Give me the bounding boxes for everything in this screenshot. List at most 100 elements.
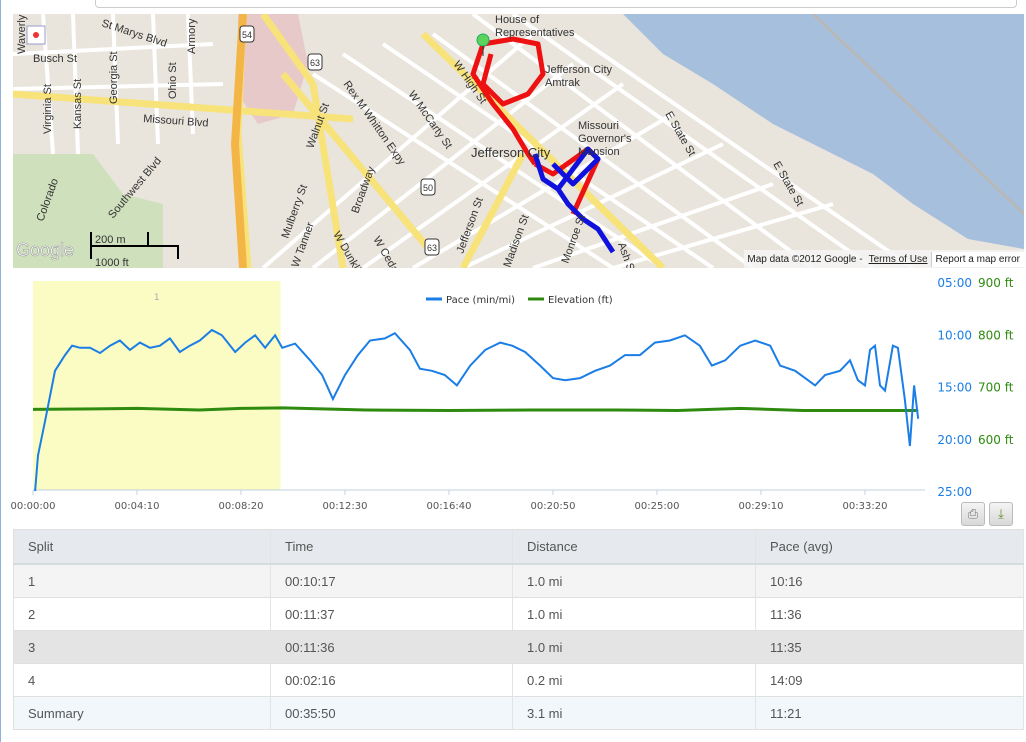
campus-area [238, 14, 308, 124]
series-elevation-line [32, 406, 919, 413]
cell-total-distance: 3.1 mi [512, 696, 756, 730]
elevation-axis-label: 900 ft [978, 276, 1014, 290]
pace-axis-label: 20:00 [937, 433, 972, 447]
label-ash: Ash St [615, 241, 637, 268]
cell-pace: 11:36 [755, 597, 1024, 631]
print-icon: ⎙ [967, 506, 979, 521]
route-shield-63: 63 [307, 53, 323, 71]
label-house: House of Representatives [495, 14, 575, 39]
map-controls-icon[interactable] [26, 25, 46, 45]
label-st-marys: St Marys Blvd [100, 17, 168, 49]
label-madison: Madison St [502, 213, 532, 268]
label-georgia: Georgia St [108, 51, 120, 104]
x-tick-label: 00:20:50 [531, 501, 576, 512]
x-tick-label: 00:00:00 [11, 501, 56, 512]
label-waverly: Waverly [16, 14, 28, 54]
label-kansas: Kansas St [72, 79, 84, 129]
col-pace[interactable]: Pace (avg) [755, 529, 1024, 565]
river [623, 14, 1024, 249]
table-row[interactable]: 4 00:02:16 0.2 mi 14:09 [13, 663, 1024, 697]
label-missouri-blvd: Missouri Blvd [143, 113, 209, 130]
pace-axis-label: 15:00 [937, 381, 972, 395]
cell-split: 1 [13, 563, 271, 598]
map-canvas[interactable]: St Marys Blvd Busch St Waverly Virginia … [13, 14, 1024, 268]
route-track [470, 36, 616, 254]
split-highlight-band [33, 281, 281, 490]
cell-pace: 14:09 [755, 663, 1024, 697]
svg-text:200 m: 200 m [95, 234, 126, 246]
cell-distance: 1.0 mi [512, 630, 756, 664]
cell-pace: 10:16 [755, 563, 1024, 598]
elevation-axis-label: 700 ft [978, 381, 1014, 395]
route-shield-63b: 63 [424, 238, 440, 256]
cell-time: 00:11:36 [270, 630, 513, 664]
col-distance[interactable]: Distance [512, 529, 756, 565]
scale-bar: 200 m 1000 ft [90, 232, 179, 268]
label-mansion: Missouri Governor's Mansion [578, 120, 632, 158]
table-row[interactable]: 1 00:10:17 1.0 mi 10:16 [13, 563, 1024, 598]
legend-pace[interactable]: Pace (min/mi) [446, 295, 515, 306]
park [13, 154, 163, 268]
legend: Pace (min/mi) Elevation (ft) [426, 295, 613, 306]
label-busch: Busch St [33, 53, 77, 65]
x-tick-label: 00:33:20 [843, 501, 888, 512]
print-button[interactable]: ⎙ [961, 502, 985, 526]
x-tick-label: 00:04:10 [115, 501, 160, 512]
band-label: 1 [154, 293, 160, 303]
cell-total-time: 00:35:50 [270, 696, 513, 730]
cell-distance: 1.0 mi [512, 597, 756, 631]
table-header-row: Split Time Distance Pace (avg) [13, 529, 1024, 565]
google-logo: Google [16, 240, 74, 260]
route-shield-50: 50 [420, 178, 436, 196]
col-split[interactable]: Split [13, 529, 271, 565]
route-map[interactable]: St Marys Blvd Busch St Waverly Virginia … [13, 14, 1024, 268]
label-virginia: Virginia St [42, 84, 54, 134]
label-ohio: Ohio St [167, 62, 179, 99]
label-armory: Armory [186, 18, 198, 54]
cell-split: 3 [13, 630, 271, 664]
pace-axis-label: 10:00 [937, 328, 972, 342]
cell-distance: 0.2 mi [512, 663, 756, 697]
pace-elevation-chart[interactable]: 1 00:00:00 00:04:10 00:08:20 00:12:30 00:16:… [0, 270, 1026, 525]
svg-text:54: 54 [242, 30, 252, 40]
cell-time: 00:11:37 [270, 597, 513, 631]
cell-time: 00:10:17 [270, 563, 513, 598]
start-marker-icon[interactable] [476, 33, 490, 56]
terms-of-use-link[interactable]: Terms of Use [868, 253, 928, 265]
pace-axis-label: 25:00 [937, 485, 972, 499]
download-button[interactable]: ⤓ [989, 502, 1013, 526]
x-tick-label: 00:12:30 [323, 501, 368, 512]
route-shield-54: 54 [239, 25, 255, 43]
series-pace-line [34, 328, 920, 492]
table-row[interactable]: 3 00:11:36 1.0 mi 11:35 [13, 630, 1024, 664]
cell-summary-label: Summary [13, 696, 271, 730]
col-time[interactable]: Time [270, 529, 513, 565]
browser-input-edge [95, 0, 1017, 8]
svg-text:1000 ft: 1000 ft [95, 257, 129, 268]
cell-split: 4 [13, 663, 271, 697]
svg-text:50: 50 [423, 183, 433, 193]
elevation-axis-label: 800 ft [978, 328, 1014, 342]
label-city: Jefferson City [471, 145, 551, 160]
map-attribution: Map data ©2012 Google - Terms of Use Rep… [744, 250, 1024, 268]
elevation-axis-label: 600 ft [978, 433, 1014, 447]
cell-distance: 1.0 mi [512, 563, 756, 598]
report-map-error-link[interactable]: Report a map error [930, 251, 1024, 267]
table-row[interactable]: 2 00:11:37 1.0 mi 11:36 [13, 597, 1024, 631]
svg-text:63: 63 [310, 58, 320, 68]
x-tick-label: 00:25:00 [635, 501, 680, 512]
frame-border [0, 0, 1, 742]
x-tick-label: 00:16:40 [427, 501, 472, 512]
highway [230, 14, 247, 268]
splits-table: Split Time Distance Pace (avg) 1 00:10:17… [13, 529, 1024, 730]
label-amtrak: Jefferson City Amtrak [545, 64, 613, 89]
x-tick-label: 00:29:10 [739, 501, 784, 512]
svg-text:63: 63 [427, 243, 437, 253]
download-icon: ⤓ [998, 506, 1004, 521]
route-lap2 [532, 146, 616, 254]
legend-elevation[interactable]: Elevation (ft) [548, 295, 613, 306]
cell-time: 00:02:16 [270, 663, 513, 697]
cell-avg-pace: 11:21 [755, 696, 1024, 730]
pace-axis-label: 05:00 [937, 276, 972, 290]
railway [811, 14, 1024, 216]
